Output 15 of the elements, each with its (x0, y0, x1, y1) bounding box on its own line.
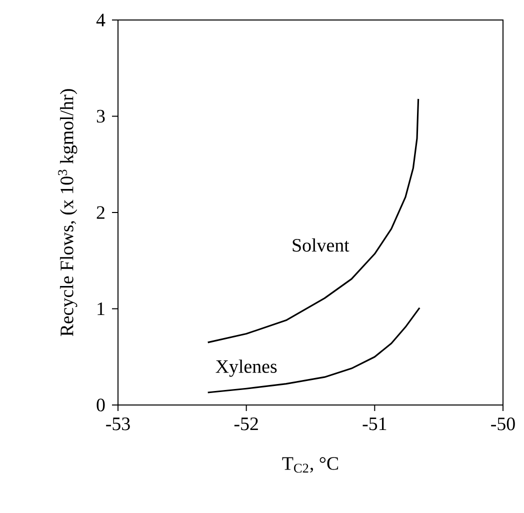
y-axis-title: Recycle Flows, (x 10$^{3}$ kgmol/hr) (58, 89, 78, 336)
y-tick-label: 1 (98, 302, 104, 315)
line-series (207, 306, 420, 394)
series-label: Solvent (292, 238, 350, 252)
x-tick-label: -51 (362, 418, 386, 430)
line-series (207, 98, 420, 344)
x-tick-label: -50 (491, 418, 515, 430)
x-tick-label: -53 (106, 418, 130, 430)
y-tick-label: 2 (96, 206, 104, 219)
x-axis-title: T$_{C2}$, °C (282, 457, 338, 473)
y-tick-label: 0 (96, 398, 105, 412)
y-tick-label: 4 (96, 14, 106, 26)
x-tick-label: -52 (234, 418, 258, 430)
series-label: Xylenes (216, 360, 277, 377)
y-tick-label: 3 (96, 110, 105, 123)
